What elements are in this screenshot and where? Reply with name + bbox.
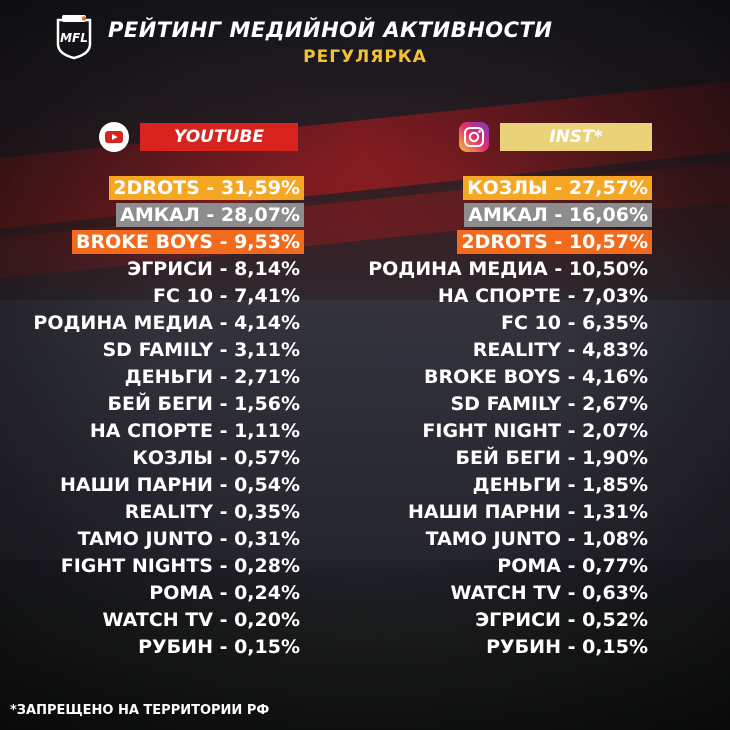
list-item: РОМА - 0,77% [497, 554, 648, 577]
instagram-icon [458, 121, 490, 153]
list-item: КОЗЛЫ - 27,57% [332, 174, 652, 201]
list-item: TAMO JUNTO - 0,31% [77, 527, 300, 550]
list-item: КОЗЛЫ - 0,57% [132, 446, 300, 469]
instagram-header: INST* [458, 122, 652, 152]
list-item: НА СПОРТЕ - 1,11% [89, 419, 300, 442]
list-item: BROKE BOYS - 4,16% [423, 365, 648, 388]
youtube-header: YOUTUBE [98, 122, 298, 152]
list-item: FIGHT NIGHT - 2,07% [422, 419, 648, 442]
list-item: WATCH TV - 0,63% [450, 581, 648, 604]
list-item: НА СПОРТЕ - 7,03% [437, 284, 648, 307]
list-item: 2DROTS - 31,59% [4, 174, 304, 201]
list-item: ЭГРИСИ - 8,14% [127, 257, 300, 280]
list-item: REALITY - 4,83% [472, 338, 648, 361]
svg-text:MFL: MFL [60, 31, 88, 45]
footnote: *ЗАПРЕЩЕНО НА ТЕРРИТОРИИ РФ [10, 703, 270, 718]
list-item: РОМА - 0,24% [149, 581, 300, 604]
list-item: ДЕНЬГИ - 2,71% [124, 365, 300, 388]
list-item: FIGHT NIGHTS - 0,28% [60, 554, 300, 577]
page-title: РЕЙТИНГ МЕДИЙНОЙ АКТИВНОСТИ [108, 18, 553, 42]
list-item: АМКАЛ - 28,07% [4, 201, 304, 228]
page-subtitle: РЕГУЛЯРКА [303, 47, 427, 67]
list-item: ДЕНЬГИ - 1,85% [472, 473, 648, 496]
list-item: SD FAMILY - 3,11% [102, 338, 301, 361]
list-item: НАШИ ПАРНИ - 1,31% [408, 500, 648, 523]
instagram-label: INST* [500, 123, 652, 151]
mfl-logo: MFL [54, 14, 94, 60]
list-item: BROKE BOYS - 9,53% [4, 228, 304, 255]
list-item: РОДИНА МЕДИА - 10,50% [368, 257, 648, 280]
youtube-ranking-list: 2DROTS - 31,59% АМКАЛ - 28,07% BROKE BOY… [4, 174, 304, 660]
list-item: SD FAMILY - 2,67% [450, 392, 649, 415]
list-item: REALITY - 0,35% [124, 500, 300, 523]
list-item: НАШИ ПАРНИ - 0,54% [60, 473, 300, 496]
instagram-ranking-list: КОЗЛЫ - 27,57% АМКАЛ - 16,06% 2DROTS - 1… [332, 174, 652, 660]
youtube-icon [98, 121, 130, 153]
list-item: РУБИН - 0,15% [486, 635, 648, 658]
list-item: РУБИН - 0,15% [138, 635, 300, 658]
list-item: FC 10 - 6,35% [500, 311, 648, 334]
list-item: 2DROTS - 10,57% [332, 228, 652, 255]
list-item: FC 10 - 7,41% [152, 284, 300, 307]
list-item: БЕЙ БЕГИ - 1,90% [455, 446, 648, 469]
list-item: ЭГРИСИ - 0,52% [475, 608, 648, 631]
list-item: АМКАЛ - 16,06% [332, 201, 652, 228]
list-item: БЕЙ БЕГИ - 1,56% [107, 392, 300, 415]
list-item: WATCH TV - 0,20% [102, 608, 300, 631]
list-item: РОДИНА МЕДИА - 4,14% [33, 311, 300, 334]
youtube-label: YOUTUBE [140, 123, 298, 151]
list-item: TAMO JUNTO - 1,08% [425, 527, 648, 550]
